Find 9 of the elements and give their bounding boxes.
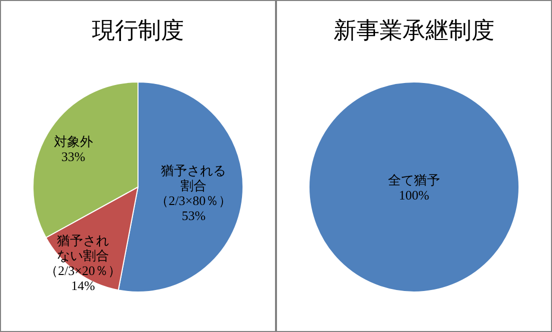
- data-label: 100%: [398, 188, 430, 202]
- slice-label: 猶予される割合（2/3×80％）: [156, 162, 232, 208]
- slice-label: 対象外: [54, 134, 93, 150]
- chart-title: 現行制度: [92, 18, 184, 44]
- data-label: 53%: [182, 208, 206, 223]
- data-label: 33%: [61, 149, 86, 164]
- slice-label: 全て猶予: [388, 172, 440, 188]
- data-label: 14%: [71, 278, 96, 294]
- chart-title: 新事業承継制度: [334, 18, 494, 44]
